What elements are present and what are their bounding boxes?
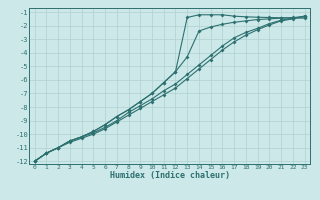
X-axis label: Humidex (Indice chaleur): Humidex (Indice chaleur) [109,171,229,180]
